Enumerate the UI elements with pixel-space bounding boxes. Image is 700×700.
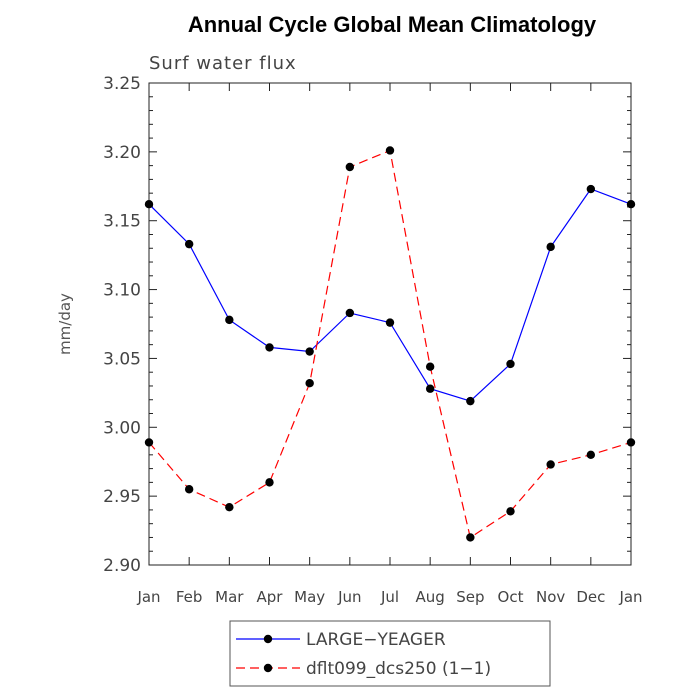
y-tick-label: 2.95 xyxy=(103,487,141,507)
legend-label-2: dflt099_dcs250 (1−1) xyxy=(306,659,491,679)
y-tick-label: 3.00 xyxy=(103,418,141,438)
series-1-point xyxy=(626,199,636,209)
y-tick-label: 2.90 xyxy=(103,556,141,576)
series-2-point xyxy=(506,507,515,516)
series-1-point xyxy=(225,315,234,325)
series-2-point xyxy=(546,460,555,469)
series-1-point xyxy=(385,318,395,327)
legend-marker-2 xyxy=(263,663,273,673)
series-2-point xyxy=(225,502,234,512)
x-tick-label: Nov xyxy=(536,588,565,606)
x-tick-label: Jun xyxy=(337,588,361,606)
series-2-point xyxy=(466,533,475,542)
series-2-point xyxy=(586,450,596,460)
legend: LARGE−YEAGER dflt099_dcs250 (1−1) xyxy=(229,620,551,687)
plot-area: 2.90 2.95 3.00 3.05 3.10 3.15 3.20 3.25 Jan Feb Ma… xyxy=(103,74,642,606)
legend-box xyxy=(229,620,551,687)
series-1-point xyxy=(546,242,555,252)
legend-marker-1 xyxy=(263,634,273,644)
y-tick-label: 3.15 xyxy=(103,212,141,232)
series-2-point xyxy=(425,362,435,371)
series-1-point xyxy=(265,343,274,352)
series-1-point xyxy=(144,199,154,209)
chart-title: Annual Cycle Global Mean Climatology xyxy=(188,12,597,37)
y-tick-label: 3.25 xyxy=(103,74,141,94)
x-tick-label: Aug xyxy=(416,588,445,606)
x-tick-label: Oct xyxy=(498,588,524,606)
x-tick-label: Jan xyxy=(136,588,160,606)
x-tick-label: Apr xyxy=(257,588,284,606)
series-1-point xyxy=(305,347,314,356)
series-2-point xyxy=(305,379,314,388)
y-tick-label: 3.05 xyxy=(103,349,141,369)
series-2-point xyxy=(184,485,194,494)
x-tick-label: Jan xyxy=(618,588,642,606)
series-2-point xyxy=(144,438,154,447)
x-tick-label: Dec xyxy=(576,588,605,606)
y-axis-label: mm/day xyxy=(56,293,74,355)
chart-subtitle: Surf water flux xyxy=(149,53,297,74)
series-2-point xyxy=(345,162,355,172)
series-2-point xyxy=(626,438,636,447)
series-1-point xyxy=(506,359,515,369)
x-tick-label: May xyxy=(294,588,325,606)
y-tick-label: 3.20 xyxy=(103,143,141,163)
x-tick-label: Feb xyxy=(176,588,203,606)
series-1-point xyxy=(425,384,435,393)
y-tick-label: 3.10 xyxy=(103,281,141,301)
series-1-point xyxy=(586,184,596,194)
x-tick-label: Sep xyxy=(456,588,484,606)
legend-label-1: LARGE−YEAGER xyxy=(306,630,446,650)
series-2-point xyxy=(385,146,395,155)
series-1-point xyxy=(466,396,475,406)
series-line-2 xyxy=(148,149,632,539)
series-1-point xyxy=(184,239,194,249)
x-tick-label: Mar xyxy=(215,588,244,606)
series-1-point xyxy=(345,308,355,318)
x-tick-label: Jul xyxy=(380,588,399,606)
series-line-1 xyxy=(148,188,632,402)
series-2-point xyxy=(265,478,274,487)
